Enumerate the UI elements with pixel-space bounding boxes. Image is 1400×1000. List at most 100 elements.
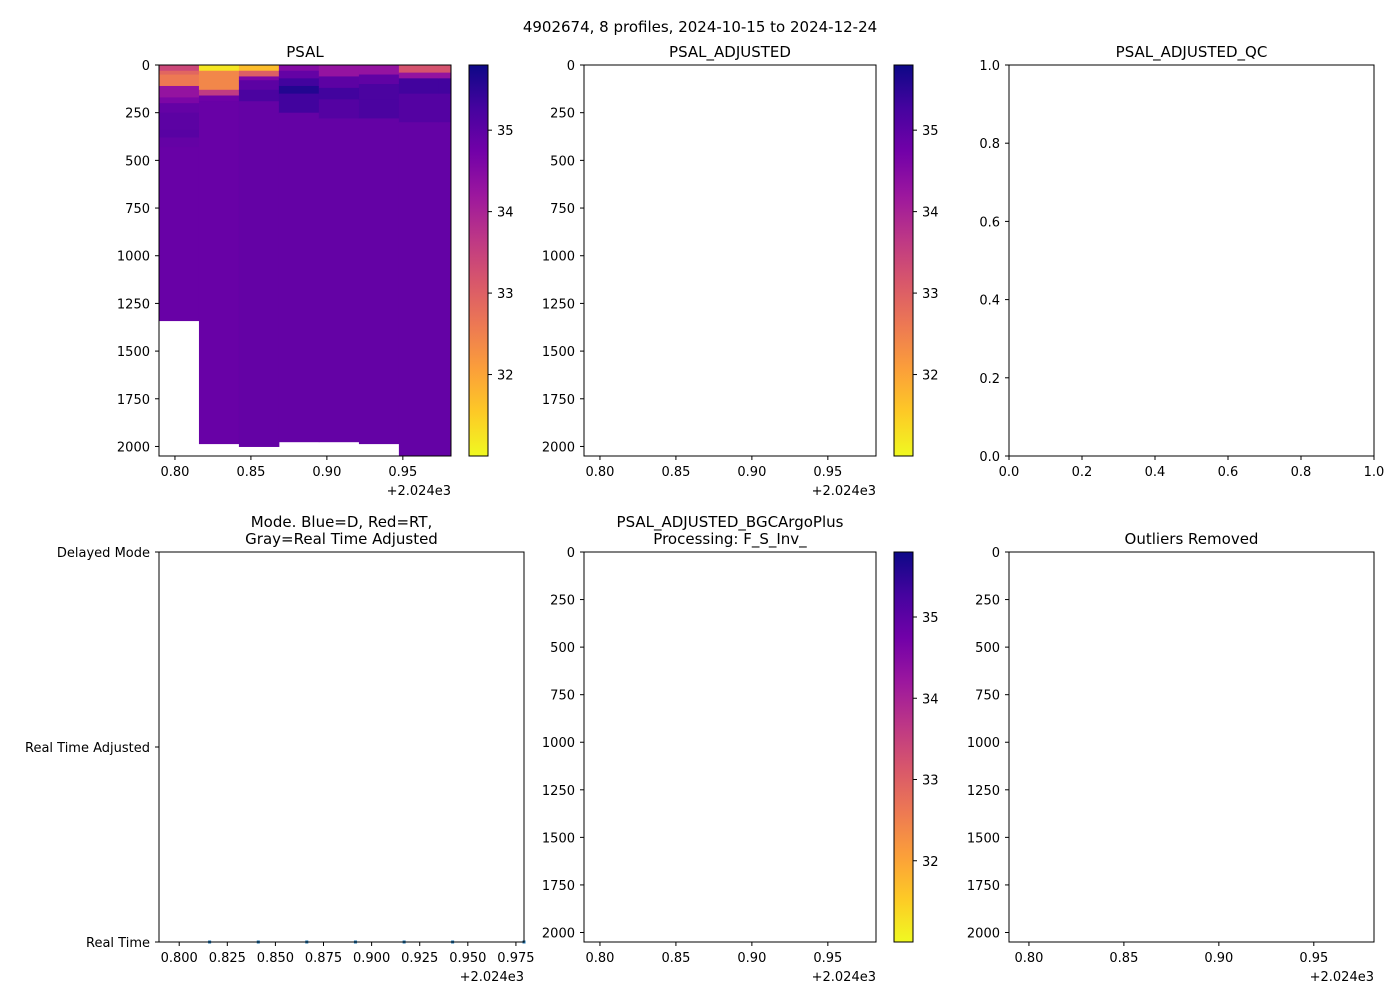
heatmap-cell	[278, 112, 320, 443]
heatmap-cell	[198, 70, 240, 91]
y-tick-label: 1500	[542, 345, 575, 360]
heatmap-cell	[358, 84, 400, 100]
psal_bgc-colorbar	[893, 551, 914, 943]
heatmap-cell	[198, 89, 240, 97]
y-tick-label: 0.6	[979, 215, 1000, 230]
psal_bgc-title-line: Processing: F_S_Inv_	[653, 530, 807, 549]
y-tick-label: 1500	[117, 345, 150, 360]
x-tick-label: 0.925	[401, 951, 438, 966]
y-tick-label: Delayed Mode	[57, 546, 150, 561]
heatmap-cell	[159, 70, 200, 76]
x-tick-label: 0.950	[449, 951, 486, 966]
x-offset-label: +2.024e3	[1310, 970, 1374, 985]
heatmap-cell	[238, 76, 280, 81]
colorbar-tick-label: 33	[497, 287, 514, 302]
x-tick-label: 0.95	[388, 465, 417, 480]
x-tick-label: 0.4	[1145, 465, 1166, 480]
x-tick-label: 0.95	[1299, 951, 1328, 966]
colorbar-tick-label: 35	[497, 124, 514, 139]
colorbar-tick-label: 34	[497, 206, 514, 221]
heatmap-cell	[238, 101, 280, 447]
colorbar-tick-label: 34	[922, 206, 939, 221]
heatmap-cell	[159, 137, 200, 148]
colorbar-tick-label: 32	[497, 369, 514, 384]
y-tick-label: 1000	[967, 736, 1000, 751]
y-tick-label: 1000	[117, 250, 150, 265]
x-tick-label: 0.800	[161, 951, 198, 966]
psal_adjusted-colorbar	[893, 64, 914, 457]
x-tick-label: 0.95	[813, 951, 842, 966]
heatmap-cell	[398, 78, 440, 95]
heatmap-cell	[159, 129, 200, 138]
heatmap-cell	[198, 95, 240, 102]
heatmap-cell	[159, 65, 200, 72]
heatmap-cell	[318, 76, 360, 89]
psal_adjusted_qc-title: PSAL_ADJUSTED_QC	[1116, 43, 1268, 62]
y-tick-label: Real Time Adjusted	[25, 741, 150, 756]
heatmap-cell	[159, 112, 200, 131]
colorbar-tick-label: 35	[922, 611, 939, 626]
y-tick-label: 2000	[117, 440, 150, 455]
mode-axes-frame	[158, 551, 525, 943]
heatmap-cell	[278, 85, 320, 95]
heatmap-cell	[438, 65, 452, 74]
x-tick-label: 0.900	[353, 951, 390, 966]
heatmap-cell	[238, 80, 280, 91]
psal_adjusted-title: PSAL_ADJUSTED	[669, 43, 791, 62]
psal_adjusted_qc-axes-frame	[1008, 64, 1375, 457]
psal_bgc-title-line: PSAL_ADJUSTED_BGCArgoPlus	[617, 513, 844, 532]
x-tick-label: 0.90	[737, 465, 766, 480]
x-offset-label: +2.024e3	[812, 970, 876, 985]
outliers-axes-frame	[1008, 551, 1375, 943]
heatmap-cell	[318, 118, 360, 443]
x-tick-label: 0.80	[585, 465, 614, 480]
heatmap-cell	[238, 70, 280, 77]
outliers-title: Outliers Removed	[1125, 530, 1259, 548]
x-offset-label: +2.024e3	[387, 484, 451, 499]
y-tick-label: 0.0	[979, 450, 1000, 465]
x-tick-label: 0.8	[1291, 465, 1312, 480]
y-tick-label: 1500	[542, 831, 575, 846]
y-tick-label: 500	[975, 641, 1000, 656]
heatmap-cell	[198, 65, 240, 72]
y-tick-label: 750	[975, 689, 1000, 704]
heatmap-cell	[438, 72, 452, 79]
x-tick-label: 0.80	[160, 465, 189, 480]
y-tick-label: 250	[550, 107, 575, 122]
y-tick-label: 1250	[542, 297, 575, 312]
heatmap-cell	[159, 103, 200, 114]
y-tick-label: 2000	[542, 926, 575, 941]
x-offset-label: +2.024e3	[460, 970, 524, 985]
x-tick-label: 0.6	[1218, 465, 1239, 480]
y-tick-label: 0.2	[979, 372, 1000, 387]
x-tick-label: 0.875	[305, 951, 342, 966]
heatmap-cell	[318, 65, 360, 77]
heatmap-cell	[198, 101, 240, 445]
x-offset-label: +2.024e3	[812, 484, 876, 499]
x-tick-label: 0.85	[661, 465, 690, 480]
heatmap-cell	[438, 78, 452, 95]
heatmap-cell	[358, 118, 400, 445]
x-tick-label: 0.95	[813, 465, 842, 480]
y-tick-label: 1750	[542, 393, 575, 408]
y-tick-label: 1750	[117, 393, 150, 408]
y-tick-label: 0	[567, 59, 575, 74]
x-tick-label: 0.80	[585, 951, 614, 966]
y-tick-label: 1000	[542, 736, 575, 751]
y-tick-label: 1250	[117, 297, 150, 312]
psal_adjusted_qc-panel: PSAL_ADJUSTED_QC 0.0 0.2 0.4 0.6 0.8 1.0 0.0 0.2…	[979, 43, 1384, 480]
colorbar-tick-label: 35	[922, 124, 939, 139]
psal_adjusted-panel: PSAL_ADJUSTED 0.80 0.85 0.90 0.95 +2.024e3 0 25…	[542, 43, 939, 499]
psal-panel: PSAL 0.80 0.85 0.90 0.95 +2.024e3 0 250 500 750 10…	[117, 43, 514, 499]
mode-title-line: Gray=Real Time Adjusted	[245, 530, 438, 548]
heatmap-cell	[398, 122, 440, 457]
psal-title: PSAL	[286, 43, 324, 61]
heatmap-cell	[438, 93, 452, 123]
colorbar-tick-label: 33	[922, 287, 939, 302]
colorbar-tick-label: 32	[922, 855, 939, 870]
psal_adjusted-axes-frame	[583, 64, 877, 457]
colorbar-tick-label: 32	[922, 369, 939, 384]
x-tick-label: 0.85	[661, 951, 690, 966]
